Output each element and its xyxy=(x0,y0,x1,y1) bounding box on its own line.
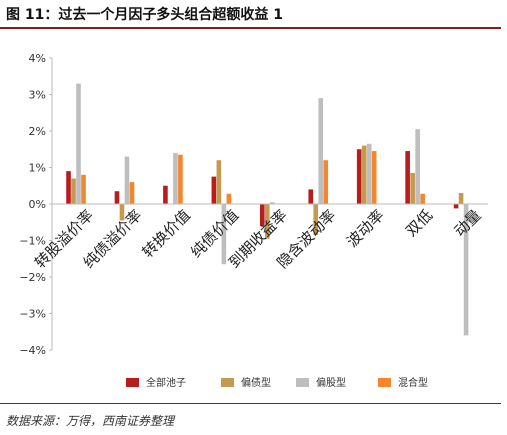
bar-1-3 xyxy=(163,185,168,204)
legend-swatch-3 xyxy=(296,378,309,387)
chart-area: 4% 3% 2% 1% 0% −1% −2% −3% −4% 转股溢价率 纯债溢价率 转换价值 纯债价值… xyxy=(0,31,501,401)
bar-2-9 xyxy=(458,193,464,204)
figure-title: 图 11：过去一个月因子多头组合超额收益 1 xyxy=(6,7,283,23)
bar-3-8 xyxy=(415,129,420,204)
legend-swatch-1 xyxy=(126,378,139,387)
legend-label-4: 混合型 xyxy=(398,376,428,389)
bar-2-4 xyxy=(216,160,222,204)
legend-swatch-4 xyxy=(378,378,391,387)
bar-1-5 xyxy=(260,204,265,226)
bar-4-7 xyxy=(371,151,377,204)
bar-2-8 xyxy=(410,172,415,204)
legend-swatch-2 xyxy=(221,378,234,387)
bar-2-5 xyxy=(265,204,270,239)
bar-2-6 xyxy=(313,204,319,236)
bar-4-8 xyxy=(420,193,425,204)
y-tick-label: −4% xyxy=(19,344,46,357)
bar-3-4 xyxy=(221,204,227,265)
bar-4-3 xyxy=(178,154,183,204)
bar-1-2 xyxy=(114,191,120,204)
y-tick-label: 0% xyxy=(29,198,46,211)
source-note: 数据来源：万得，西南证券整理 xyxy=(6,414,175,428)
bar-1-1 xyxy=(66,171,71,204)
legend-label-2: 偏债型 xyxy=(241,376,271,389)
legend-label-1: 全部池子 xyxy=(146,376,186,389)
bar-3-6 xyxy=(318,98,324,204)
bar-2-7 xyxy=(361,145,367,204)
bar-3-9 xyxy=(463,204,469,336)
legend-label-3: 偏股型 xyxy=(316,376,346,389)
bar-4-6 xyxy=(323,160,329,204)
bar-3-1 xyxy=(76,83,81,204)
bar-2-1 xyxy=(71,178,76,204)
bar-1-8 xyxy=(405,151,410,204)
y-tick-label: −1% xyxy=(19,235,46,248)
bar-1-6 xyxy=(308,189,314,204)
bar-4-1 xyxy=(81,174,86,204)
y-tick-label: 2% xyxy=(29,125,46,138)
title-rule xyxy=(0,27,501,29)
y-tick-label: 4% xyxy=(29,52,46,65)
y-tick-label: 3% xyxy=(29,89,46,102)
y-tick-label: −2% xyxy=(19,271,46,284)
bar-chart: 4%3%2%1%0%−1%−2%−3%−4%转股溢价率纯债溢价率转换价值纯债价值… xyxy=(19,52,488,389)
bar-1-7 xyxy=(356,149,362,204)
bar-4-4 xyxy=(226,193,232,204)
category-label: 波动率 xyxy=(343,206,388,251)
bar-2-2 xyxy=(119,204,125,221)
y-tick-label: −3% xyxy=(19,308,46,321)
y-tick-label: 1% xyxy=(29,162,46,175)
bar-1-9 xyxy=(453,204,459,209)
bar-3-3 xyxy=(173,152,178,204)
bar-3-2 xyxy=(124,156,130,204)
category-label: 转换价值 xyxy=(139,206,194,261)
bar-3-7 xyxy=(366,143,372,204)
bar-1-4 xyxy=(211,176,217,204)
category-label: 双低 xyxy=(402,206,436,240)
bar-4-2 xyxy=(129,182,135,204)
bar-3-5 xyxy=(270,202,275,204)
bottom-rule xyxy=(0,403,501,404)
category-label: 动量 xyxy=(451,206,485,240)
